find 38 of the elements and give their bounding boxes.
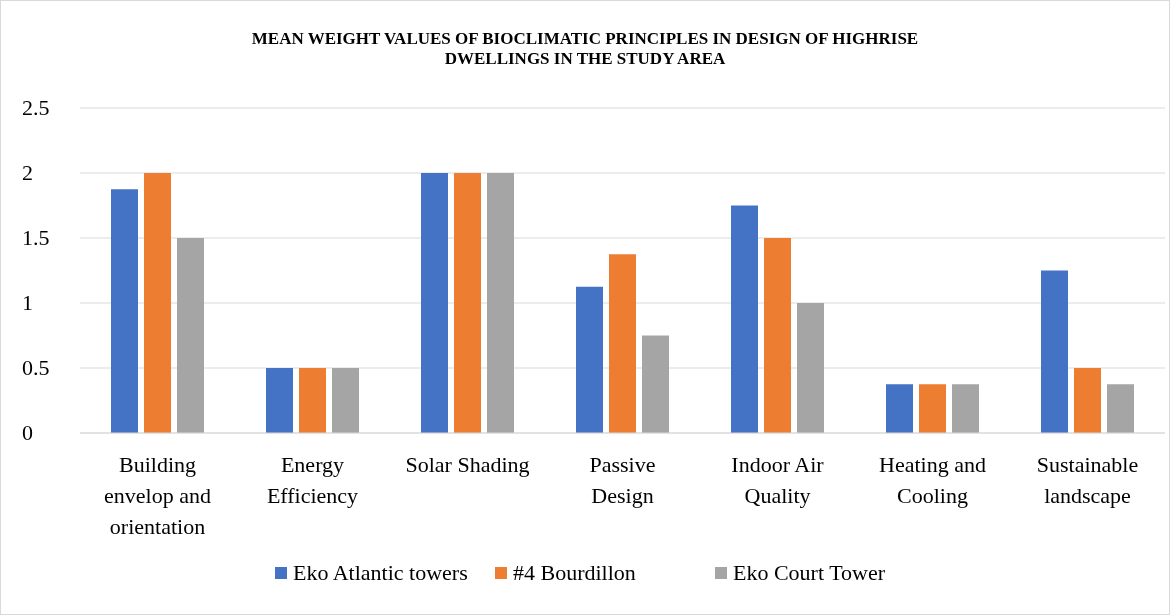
bar — [332, 368, 359, 433]
x-tick-label: Indoor Air Quality — [731, 452, 825, 508]
legend-label: Eko Court Tower — [733, 560, 886, 585]
y-tick-label: 1.5 — [22, 225, 50, 250]
bar — [266, 368, 293, 433]
bar — [576, 286, 603, 433]
bar — [952, 384, 979, 433]
y-tick-label: 2 — [22, 160, 33, 185]
bar — [731, 205, 758, 433]
bar — [1074, 368, 1101, 433]
bar — [919, 384, 946, 433]
x-tick-label: Sustainable landscape — [1036, 452, 1139, 508]
bar — [797, 303, 824, 433]
bar — [111, 189, 138, 433]
y-tick-label: 1 — [22, 290, 33, 315]
y-tick-label: 0 — [22, 420, 33, 445]
bar — [177, 238, 204, 433]
bar — [421, 173, 448, 433]
x-tick-label: Solar Shading — [405, 452, 530, 477]
x-tick-label: Energy Efficiency — [266, 452, 359, 508]
legend-label: #4 Bourdillon — [513, 560, 636, 585]
bar — [1107, 384, 1134, 433]
x-tick-label: Passive Design — [589, 452, 656, 508]
y-tick-label: 2.5 — [22, 95, 50, 120]
bar — [764, 238, 791, 433]
bar — [454, 173, 481, 433]
x-tick-label: Building envelop and orientation — [104, 452, 211, 539]
bar — [299, 368, 326, 433]
x-tick-label: Heating and Cooling — [879, 452, 986, 508]
bar — [144, 173, 171, 433]
bar — [1041, 270, 1068, 433]
legend-label: Eko Atlantic towers — [293, 560, 468, 585]
bar — [487, 173, 514, 433]
chart-title: MEAN WEIGHT VALUES OF BIOCLIMATIC PRINCIPLES IN DESIGN OF HIGHRISE DWELLINGS IN THE STUDY AREA — [251, 29, 919, 68]
y-tick-label: 0.5 — [22, 355, 50, 380]
bar — [886, 384, 913, 433]
bar — [642, 335, 669, 433]
bar — [609, 254, 636, 433]
